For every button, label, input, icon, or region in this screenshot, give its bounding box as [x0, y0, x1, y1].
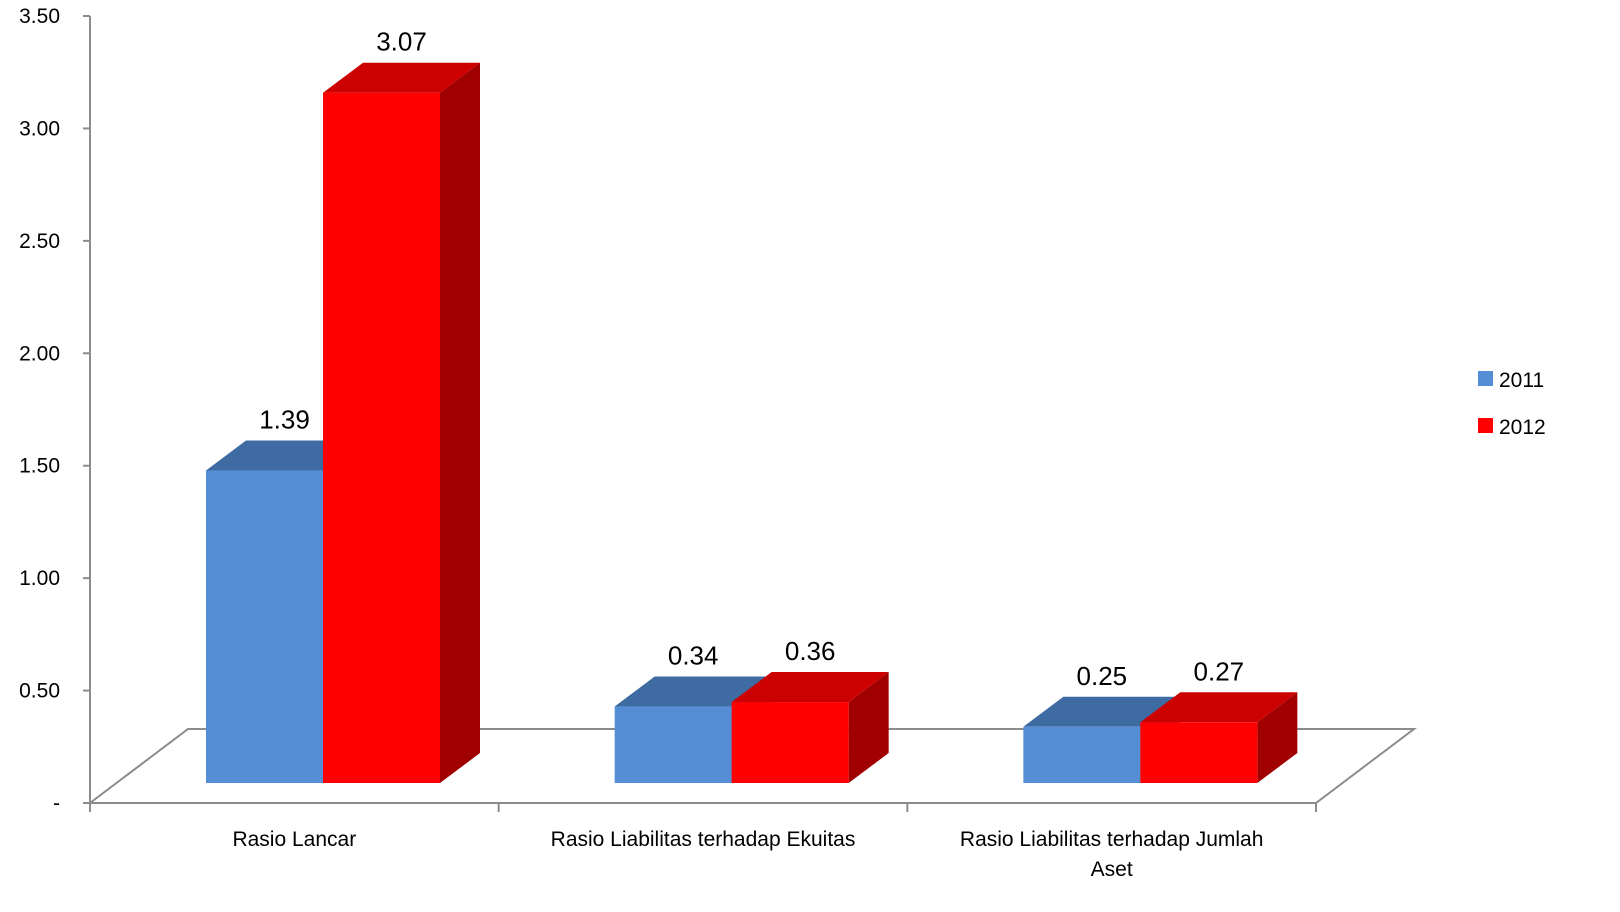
category-label: Rasio Lancar	[232, 828, 356, 851]
bar-front-face	[731, 702, 849, 783]
bar-top-face	[323, 62, 480, 93]
y-tick-label: 1.00	[19, 567, 60, 590]
value-axis: - 0.50 1.00 1.50 2.00 2.50 3.00 3.50	[19, 5, 1317, 815]
legend-label: 2012	[1499, 416, 1546, 439]
bar-top-face	[614, 676, 772, 707]
legend-item-2011: 2011	[1478, 369, 1544, 392]
category-label: Rasio Liabilitas terhadap Ekuitas	[551, 828, 856, 851]
bar-top-face	[1023, 696, 1181, 727]
data-label-2011-0: 1.39	[259, 404, 310, 434]
bar-side-face	[440, 62, 480, 783]
y-tick-label: 2.00	[19, 342, 60, 365]
data-label-2012-2: 0.27	[1194, 656, 1245, 686]
category-axis: Rasio Lancar Rasio Liabilitas terhadap Ek…	[232, 828, 1263, 881]
bar-side-face	[1257, 692, 1298, 783]
y-tick-label: 3.50	[19, 5, 60, 28]
data-labels: 1.39 3.07 0.34 0.36 0.25 0.27	[259, 27, 1244, 691]
bar-side-face	[848, 672, 889, 783]
legend-swatch	[1478, 371, 1493, 386]
bar-front-face	[206, 470, 323, 783]
bar-2012-0	[323, 62, 480, 783]
bar-2012-1	[731, 672, 889, 783]
bar-front-face	[1140, 722, 1258, 783]
data-label-2011-2: 0.25	[1077, 661, 1128, 691]
category-label: Rasio Liabilitas terhadap Jumlah Aset	[960, 828, 1264, 881]
legend: 2011 2012	[1478, 369, 1546, 439]
y-tick-label: 0.50	[19, 680, 60, 703]
bar-front-face	[323, 92, 440, 783]
legend-item-2012: 2012	[1478, 416, 1546, 439]
data-label-2012-0: 3.07	[376, 27, 427, 57]
bar-top-face	[1140, 692, 1298, 723]
data-label-2012-1: 0.36	[785, 636, 836, 666]
bar-top-face	[731, 672, 889, 703]
y-tick-label: 1.50	[19, 455, 60, 478]
y-tick-label: 2.50	[19, 230, 60, 253]
bars	[206, 62, 1298, 783]
data-label-2011-1: 0.34	[668, 641, 719, 671]
y-tick-label: 3.00	[19, 117, 60, 140]
legend-label: 2011	[1499, 369, 1544, 392]
y-tick-label: -	[53, 792, 60, 815]
bar-front-face	[1023, 726, 1141, 783]
bar-front-face	[614, 706, 732, 783]
legend-swatch	[1478, 418, 1493, 433]
bar-2012-2	[1140, 692, 1298, 783]
